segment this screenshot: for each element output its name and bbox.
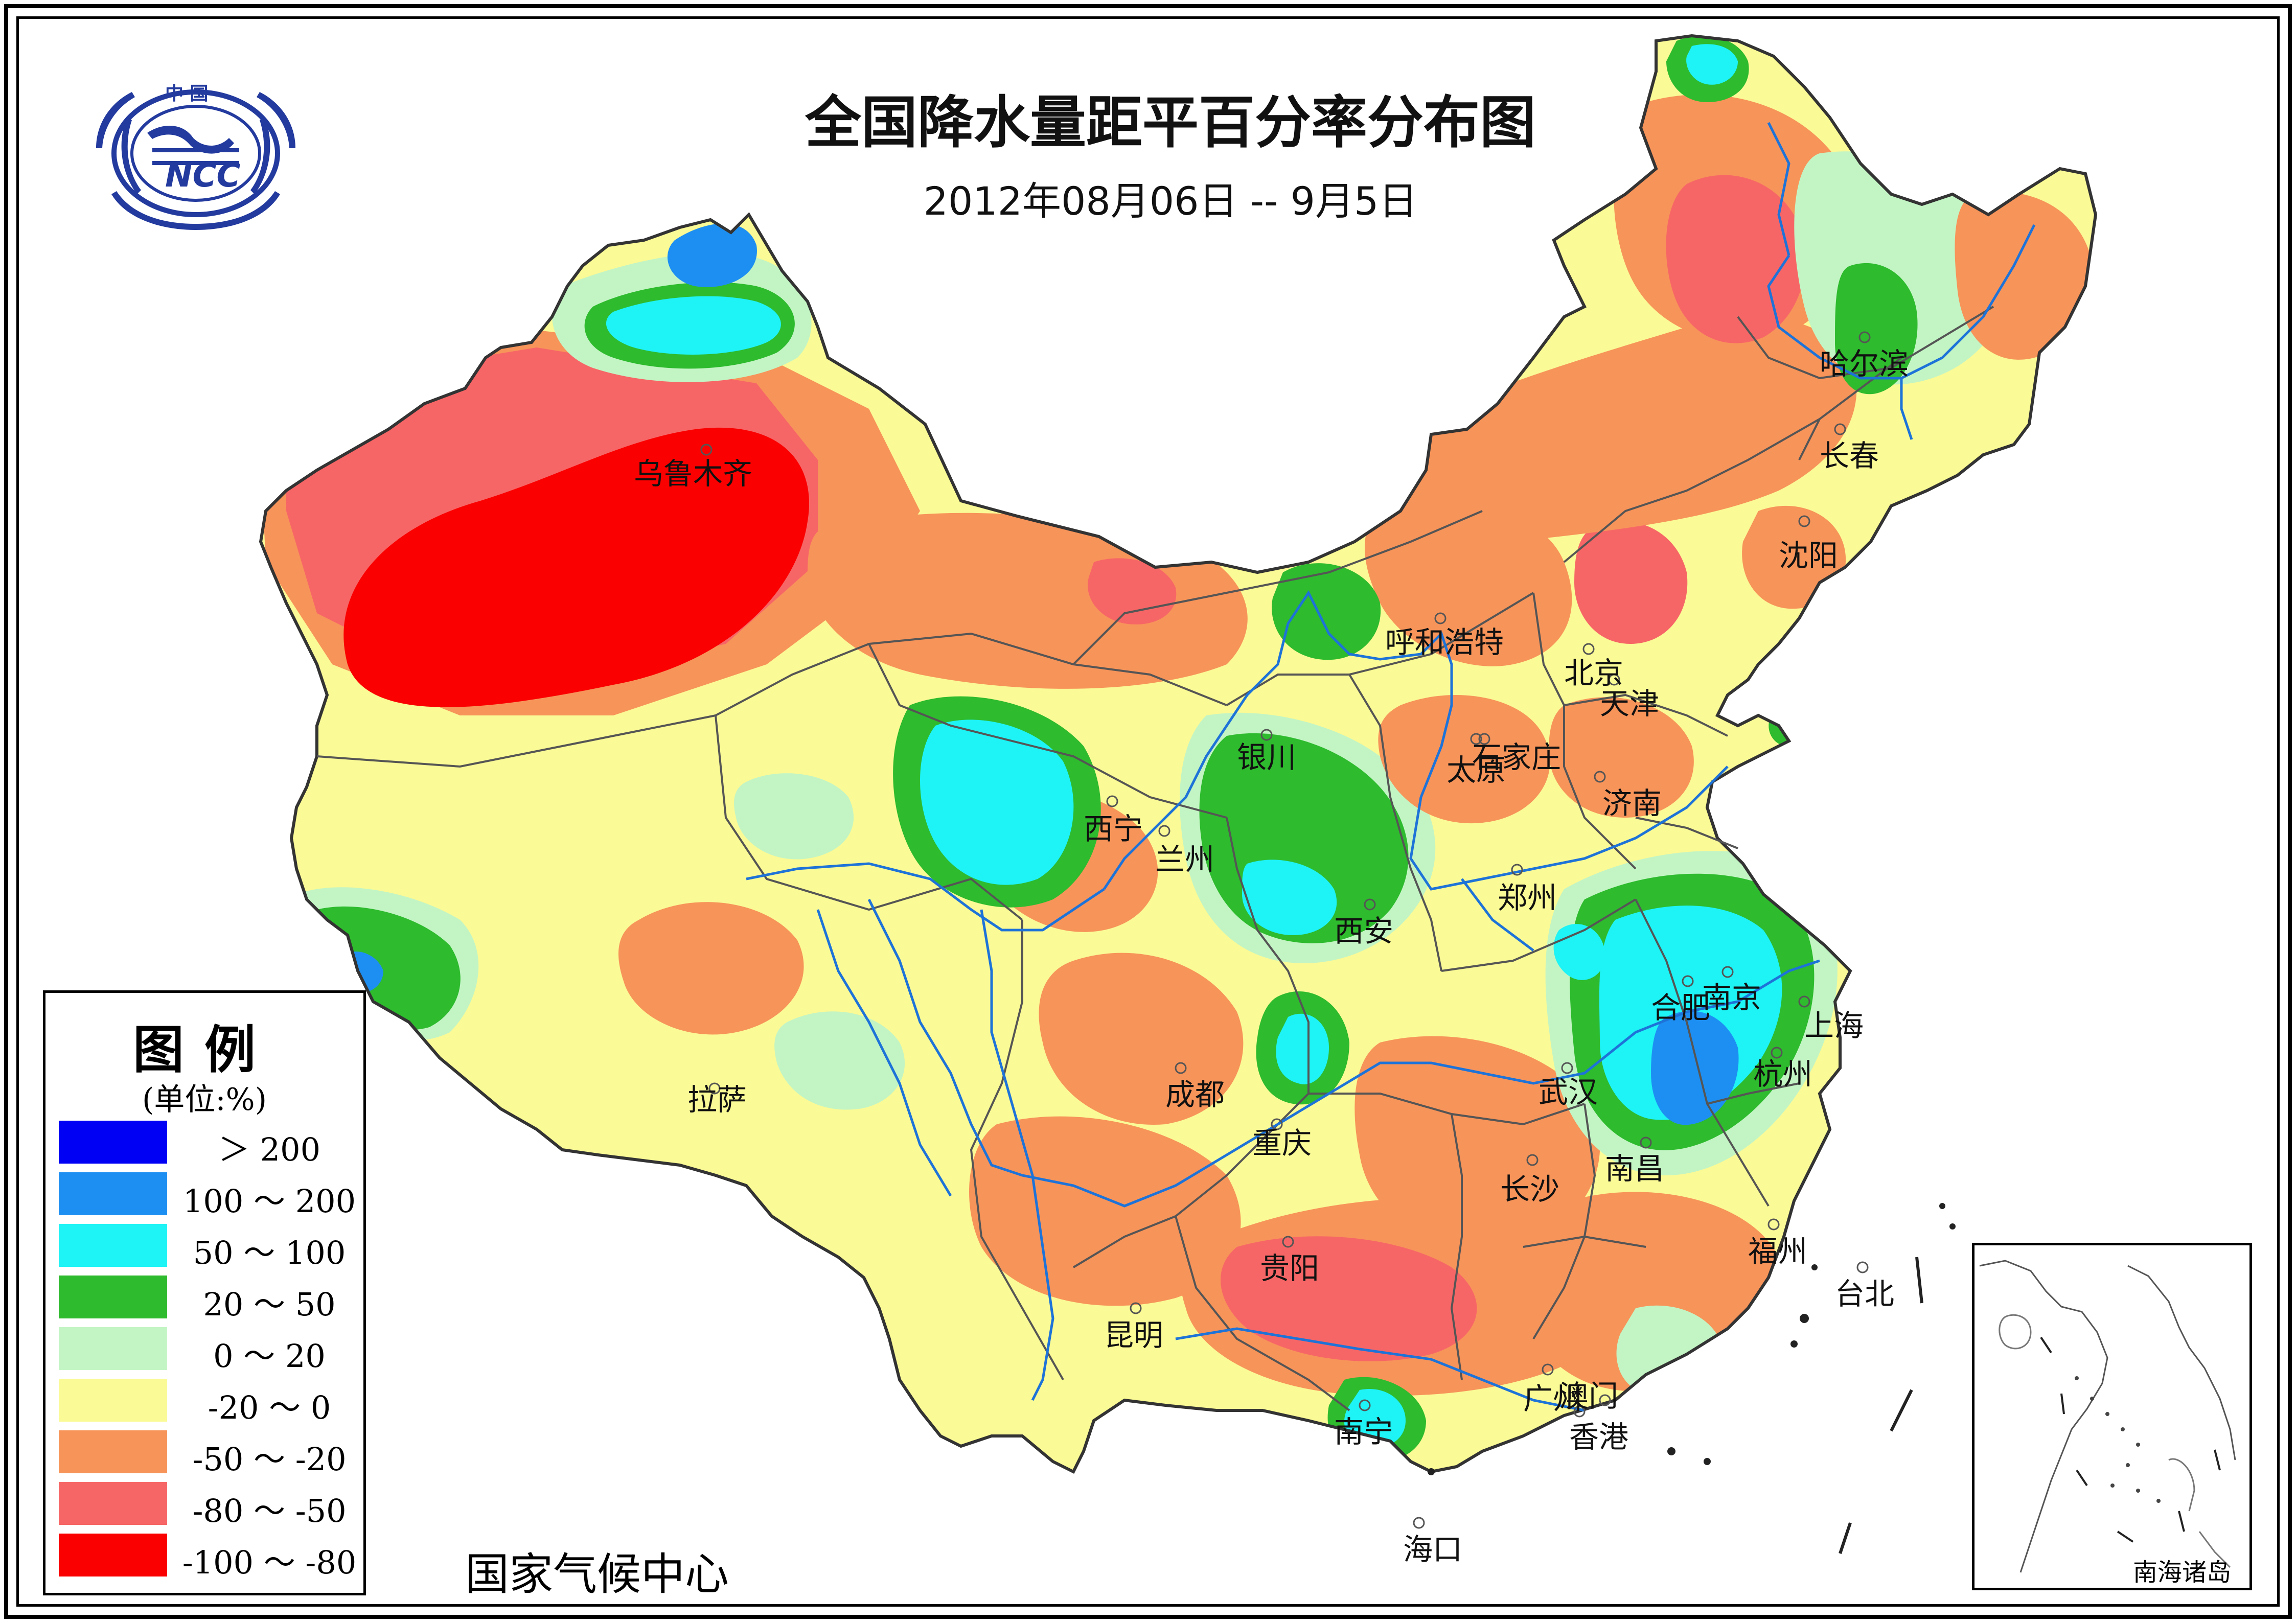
legend-swatch <box>59 1327 167 1370</box>
legend-swatch <box>59 1379 167 1422</box>
legend-label: -50 ～ -20 <box>192 1441 347 1478</box>
legend-item: -20 ～ 0 <box>59 1379 360 1426</box>
legend-item: -50 ～ -20 <box>59 1430 360 1478</box>
legend-item: 50 ～ 100 <box>59 1224 360 1271</box>
map-title: 全国降水量距平百分率分布图 <box>805 90 1536 155</box>
legend: 图例 (单位:%) ＞ 200 100 ～ 200 50 ～ 100 20 ～ 50 0… <box>43 990 366 1595</box>
city-label: 重庆 <box>1252 1126 1312 1161</box>
city-label: 长沙 <box>1500 1172 1560 1207</box>
city-label: 上海 <box>1804 1008 1864 1043</box>
legend-swatch <box>59 1172 167 1215</box>
islands <box>1428 1203 1956 1475</box>
legend-swatch <box>59 1482 167 1525</box>
logo-top-text: 中 国 <box>165 83 209 104</box>
city-label: 沈阳 <box>1779 538 1839 573</box>
city-label: 兰州 <box>1155 842 1215 877</box>
legend-item: 20 ～ 50 <box>59 1276 360 1323</box>
city-label: 银川 <box>1237 740 1297 775</box>
outer-frame <box>4 4 2292 1619</box>
legend-swatch <box>59 1276 167 1318</box>
city-label: 昆明 <box>1104 1318 1164 1353</box>
city-label: 贵阳 <box>1260 1251 1320 1286</box>
legend-item: 100 ～ 200 <box>59 1172 360 1220</box>
legend-label: 50 ～ 100 <box>193 1234 346 1271</box>
city-label: 海口 <box>1403 1532 1463 1567</box>
legend-swatch <box>59 1534 167 1576</box>
city-label: 哈尔滨 <box>1820 346 1909 381</box>
city-label: 西宁 <box>1084 812 1143 846</box>
ncc-logo: NCC 中 国 <box>76 72 316 235</box>
city-label: 太原 <box>1447 753 1506 787</box>
city-label: 台北 <box>1835 1277 1895 1311</box>
legend-swatch <box>59 1224 167 1267</box>
city-label: 乌鲁木齐 <box>634 456 753 491</box>
city-label: 福州 <box>1748 1234 1808 1269</box>
legend-item: ＞ 200 <box>59 1121 360 1168</box>
city-label: 长春 <box>1820 438 1879 473</box>
city-label: 澳门 <box>1559 1379 1619 1413</box>
city-label: 成都 <box>1165 1077 1225 1112</box>
legend-unit: (单位:%) <box>142 1082 267 1118</box>
city-label: 合肥 <box>1651 990 1711 1025</box>
legend-label: 100 ～ 200 <box>182 1183 356 1220</box>
legend-label: -80 ～ -50 <box>192 1492 347 1529</box>
inset-label: 南海诸岛 <box>2133 1558 2232 1587</box>
city-markers <box>700 331 1871 1529</box>
legend-swatch <box>59 1430 167 1473</box>
city-label: 郑州 <box>1498 880 1557 915</box>
city-label: 拉萨 <box>687 1082 747 1117</box>
map-subtitle: 2012年08月06日 -- 9月5日 <box>923 178 1418 224</box>
legend-label: 20 ～ 50 <box>203 1286 336 1323</box>
city-label: 呼和浩特 <box>1385 625 1504 660</box>
legend-swatch <box>59 1121 167 1164</box>
legend-item: -100 ～ -80 <box>59 1534 360 1581</box>
ncc-logo-emblem: NCC 中 国 <box>96 83 295 230</box>
legend-label: ＞ 200 <box>218 1131 321 1168</box>
legend-label: 0 ～ 20 <box>213 1337 326 1375</box>
legend-item: 0 ～ 20 <box>59 1327 360 1375</box>
logo-mark-text: NCC <box>165 157 241 195</box>
city-label: 北京 <box>1564 656 1624 690</box>
city-label: 广州 <box>1523 1381 1583 1416</box>
legend-label: -100 ～ -80 <box>182 1544 357 1581</box>
city-label: 香港 <box>1569 1420 1629 1454</box>
rivers <box>746 122 2036 1412</box>
city-label: 西安 <box>1334 914 1394 948</box>
city-label: 济南 <box>1602 786 1662 821</box>
south-china-sea-inset: 南海诸岛 <box>1972 1243 2252 1590</box>
boundary-dashes <box>1839 1257 1923 1554</box>
legend-item: -80 ～ -50 <box>59 1482 360 1529</box>
city-label: 天津 <box>1600 686 1660 721</box>
legend-title: 图例 <box>133 1020 276 1080</box>
inset-map <box>1979 1260 2236 1573</box>
organization-name: 国家气候中心 <box>465 1549 729 1600</box>
city-label: 杭州 <box>1753 1057 1813 1092</box>
city-label: 南宁 <box>1334 1415 1394 1449</box>
city-label: 南京 <box>1702 980 1762 1015</box>
legend-label: -20 ～ 0 <box>208 1389 331 1426</box>
city-label: 南昌 <box>1605 1151 1665 1186</box>
city-label: 武汉 <box>1539 1075 1598 1109</box>
city-label: 石家庄 <box>1472 740 1562 775</box>
